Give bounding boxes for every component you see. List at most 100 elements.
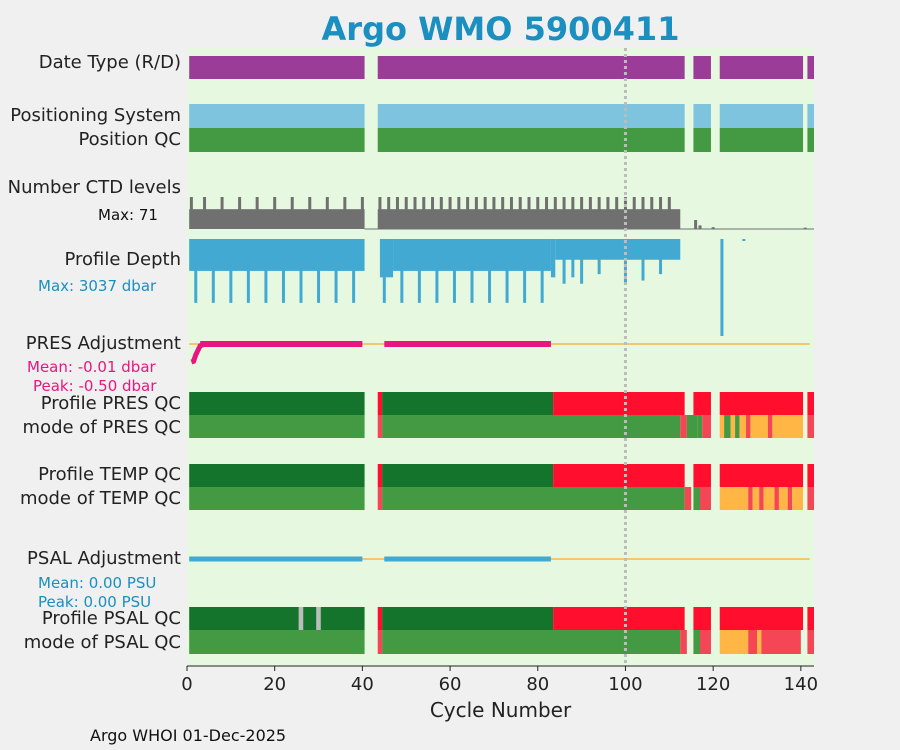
depth-deep-0: [194, 239, 198, 303]
ctd-spike-22: [474, 197, 478, 229]
ctd-spike-24: [492, 197, 496, 229]
depth-deep-10: [382, 239, 386, 303]
depth-deep-4: [264, 239, 268, 303]
mode-temp-qc-band-12: [778, 487, 788, 510]
profile-pres-qc-band-0: [189, 392, 365, 415]
ctd-spike-5: [273, 197, 277, 229]
label-ctd-max: Max: 71: [98, 206, 158, 224]
mode-pres-qc-band-1: [377, 415, 383, 438]
depth-deep-21: [571, 239, 575, 278]
x-tick-label-60: 60: [438, 674, 462, 695]
depth-deep-9: [352, 239, 356, 303]
x-tick-label-120: 120: [695, 674, 731, 695]
profile-psal-qc-band-10: [807, 607, 814, 630]
ctd-spike-3: [238, 197, 242, 229]
depth-deep-12: [417, 239, 421, 303]
ctd-bar-0: [189, 209, 365, 229]
profile-psal-qc-band-5: [377, 607, 383, 630]
footer-credit: Argo WHOI 01-Dec-2025: [90, 726, 287, 745]
positioning-band-4: [807, 104, 814, 128]
label-depth-max: Max: 3037 dbar: [38, 277, 157, 295]
positioning-band-3: [719, 104, 804, 128]
label-profile-psal-qc: Profile PSAL QC: [41, 608, 181, 629]
mode-pres-qc-band-2: [382, 415, 681, 438]
depth-deep-14: [452, 239, 456, 303]
ctd-spike-38: [615, 197, 619, 229]
x-tick-label-140: 140: [783, 674, 819, 695]
depth-bar-4: [555, 239, 681, 260]
date-type-band-4: [807, 56, 814, 79]
ctd-spike-23: [483, 197, 487, 229]
profile-temp-qc-band-1: [377, 464, 383, 487]
label-date-type: Date Type (R/D): [38, 52, 181, 73]
x-tick-label-80: 80: [526, 674, 550, 695]
mode-pres-qc-band-5: [697, 415, 703, 438]
ctd-spike-43: [659, 197, 663, 229]
mode-temp-qc-band-4: [693, 487, 700, 510]
ctd-spike-29: [536, 197, 540, 229]
mode-psal-qc-band-0: [189, 630, 365, 654]
ctd-spike-26: [509, 197, 513, 229]
x-tick-label-0: 0: [181, 674, 193, 695]
label-profile-depth: Profile Depth: [64, 249, 181, 270]
depth-bar-0: [189, 239, 365, 271]
mode-temp-qc-band-7: [748, 487, 753, 510]
mode-temp-qc-band-13: [787, 487, 793, 510]
label-profile-temp-qc: Profile TEMP QC: [38, 464, 181, 485]
ctd-spike-28: [527, 197, 531, 229]
position-qc-band-0: [189, 128, 365, 152]
label-mode-psal-qc: mode of PSAL QC: [23, 632, 181, 653]
mode-psal-qc-band-10: [807, 630, 814, 654]
profile-psal-qc-band-9: [719, 607, 804, 630]
profile-pres-qc-band-1: [377, 392, 383, 415]
mode-psal-qc-band-7: [748, 630, 757, 654]
ctd-spike-1: [203, 197, 207, 229]
depth-deep-22: [580, 239, 584, 284]
label-pres-adjustment: PRES Adjustment: [25, 333, 181, 354]
ctd-spike-25: [501, 197, 505, 229]
ctd-spike-34: [580, 197, 584, 229]
mode-pres-qc-band-14: [767, 415, 773, 438]
ctd-spike-16: [422, 197, 426, 229]
label-psal-adjustment: PSAL Adjustment: [26, 548, 181, 569]
date-type-band-2: [693, 56, 711, 79]
ctd-spike-32: [562, 197, 566, 229]
label-psal-mean: Mean: 0.00 PSU: [38, 574, 157, 592]
label-mode-pres-qc: mode of PRES QC: [22, 417, 181, 438]
mode-temp-qc-band-14: [792, 487, 804, 510]
x-tick-label-20: 20: [263, 674, 287, 695]
profile-temp-qc-band-0: [189, 464, 365, 487]
profile-temp-qc-band-5: [719, 464, 804, 487]
ctd-spike-11: [378, 197, 382, 229]
label-pres-mean: Mean: -0.01 dbar: [27, 358, 156, 376]
positioning-band-0: [189, 104, 365, 128]
ctd-spike-9: [343, 197, 347, 229]
depth-deep-7: [317, 239, 321, 303]
profile-temp-qc-band-3: [553, 464, 685, 487]
depth-deep-5: [281, 239, 285, 303]
depth-deep-24: [623, 239, 627, 284]
depth-deep-20: [562, 239, 566, 284]
ctd-spike-14: [404, 197, 408, 229]
ctd-spike-0: [189, 197, 193, 229]
label-positioning-system: Positioning System: [10, 105, 181, 126]
depth-deep-6: [299, 239, 303, 303]
ctd-spike-13: [395, 197, 399, 229]
mode-pres-qc-band-10: [735, 415, 740, 438]
ctd-late-3: [803, 227, 807, 229]
ctd-late-1: [698, 225, 702, 229]
positioning-band-2: [693, 104, 711, 128]
mode-pres-qc-band-7: [719, 415, 725, 438]
x-tick-label-100: 100: [608, 674, 643, 695]
position-qc-band-2: [693, 128, 711, 152]
profile-psal-qc-band-6: [382, 607, 554, 630]
label-position-qc: Position QC: [78, 129, 181, 150]
ctd-spike-7: [308, 197, 312, 229]
mode-psal-qc-band-6: [719, 630, 749, 654]
mode-pres-qc-band-15: [772, 415, 804, 438]
profile-pres-qc-band-2: [382, 392, 554, 415]
depth-small-0: [742, 239, 746, 241]
profile-psal-qc-band-3: [316, 607, 321, 630]
depth-deep-3: [246, 239, 250, 303]
